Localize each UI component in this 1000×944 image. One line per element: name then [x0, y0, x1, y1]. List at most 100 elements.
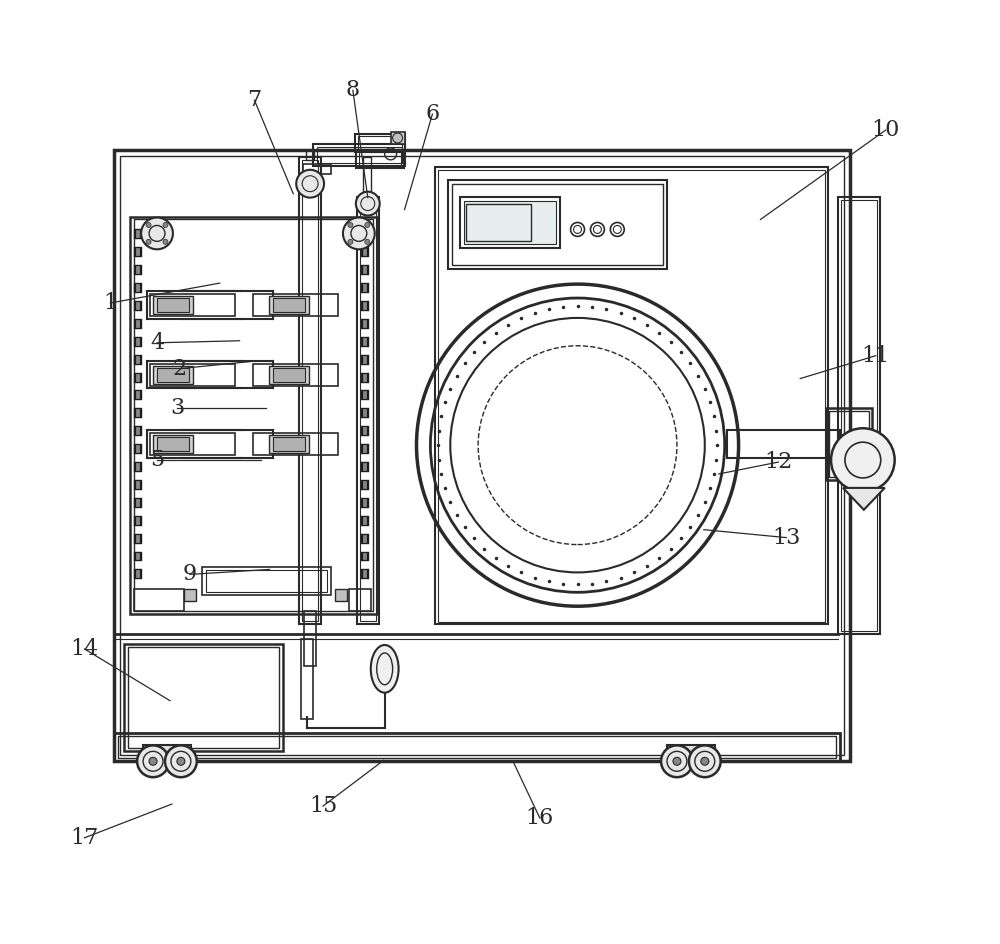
Bar	[361, 497, 369, 508]
Bar	[134, 533, 142, 544]
Bar	[299, 157, 321, 624]
Text: 12: 12	[764, 451, 792, 473]
Circle shape	[149, 757, 157, 766]
Bar	[671, 753, 711, 767]
Bar	[134, 409, 142, 418]
Bar	[361, 445, 369, 454]
Bar	[118, 736, 836, 758]
Bar	[114, 733, 840, 761]
Bar	[361, 462, 369, 472]
Bar	[460, 196, 560, 248]
Bar	[253, 363, 338, 385]
Bar	[361, 480, 369, 490]
Bar	[359, 152, 401, 166]
Bar	[826, 409, 872, 480]
Bar	[269, 296, 309, 314]
Circle shape	[365, 240, 370, 244]
Bar	[358, 136, 402, 151]
Bar	[361, 247, 369, 258]
Bar	[361, 409, 369, 418]
Bar	[136, 464, 140, 471]
Bar	[313, 143, 405, 166]
Bar	[134, 337, 142, 346]
Bar	[153, 365, 193, 383]
Bar	[134, 301, 142, 311]
Bar	[363, 498, 367, 507]
Bar	[147, 753, 187, 767]
Bar	[136, 480, 140, 489]
Bar	[438, 170, 825, 622]
Bar	[153, 296, 193, 314]
Bar	[363, 338, 367, 346]
Bar	[136, 410, 140, 417]
Text: 7: 7	[247, 89, 262, 111]
Bar	[361, 533, 369, 544]
Bar	[363, 266, 367, 274]
Text: 5: 5	[150, 449, 164, 471]
Bar	[136, 284, 140, 292]
Circle shape	[296, 170, 324, 197]
Bar	[317, 147, 402, 162]
Text: 11: 11	[862, 345, 890, 366]
Bar	[363, 480, 367, 489]
Bar	[206, 570, 327, 592]
Bar	[143, 746, 191, 766]
Bar	[448, 179, 667, 269]
Bar	[269, 365, 309, 383]
Bar	[150, 433, 235, 455]
Circle shape	[673, 757, 681, 766]
Bar	[363, 374, 367, 381]
Circle shape	[393, 133, 403, 143]
Bar	[435, 167, 828, 624]
Bar	[253, 294, 338, 316]
Bar	[136, 302, 140, 310]
Bar	[361, 427, 369, 436]
Bar	[466, 204, 531, 242]
Bar	[363, 248, 367, 256]
Bar	[136, 570, 140, 579]
Bar	[134, 462, 142, 472]
Bar	[134, 427, 142, 436]
Bar	[134, 265, 142, 275]
Circle shape	[146, 240, 151, 244]
Bar	[134, 319, 142, 329]
Bar	[273, 437, 305, 451]
Bar	[134, 551, 142, 562]
Bar	[363, 534, 367, 543]
Bar	[136, 248, 140, 256]
Bar	[134, 515, 142, 526]
Bar	[363, 428, 367, 435]
Bar	[360, 199, 376, 621]
Bar	[361, 229, 369, 240]
Bar	[391, 132, 405, 143]
Bar	[363, 356, 367, 363]
Bar	[363, 320, 367, 328]
Bar	[363, 230, 367, 239]
Bar	[363, 446, 367, 453]
Circle shape	[137, 746, 169, 777]
Circle shape	[831, 429, 895, 492]
Bar	[134, 589, 184, 611]
Bar	[124, 644, 283, 751]
Bar	[361, 337, 369, 346]
Text: 3: 3	[170, 397, 184, 419]
Bar	[134, 247, 142, 258]
Circle shape	[146, 223, 151, 228]
Bar	[363, 552, 367, 561]
Bar	[136, 266, 140, 274]
Bar	[349, 589, 371, 611]
Circle shape	[163, 240, 168, 244]
Circle shape	[343, 217, 375, 249]
Bar	[134, 391, 142, 400]
Bar	[363, 570, 367, 579]
Circle shape	[365, 223, 370, 228]
Bar	[136, 338, 140, 346]
Bar	[335, 589, 347, 601]
Bar	[361, 283, 369, 293]
Text: 2: 2	[173, 358, 187, 379]
Bar	[157, 298, 189, 312]
Bar	[157, 437, 189, 451]
Text: 17: 17	[70, 827, 99, 849]
Bar	[301, 639, 313, 718]
Bar	[667, 746, 715, 766]
